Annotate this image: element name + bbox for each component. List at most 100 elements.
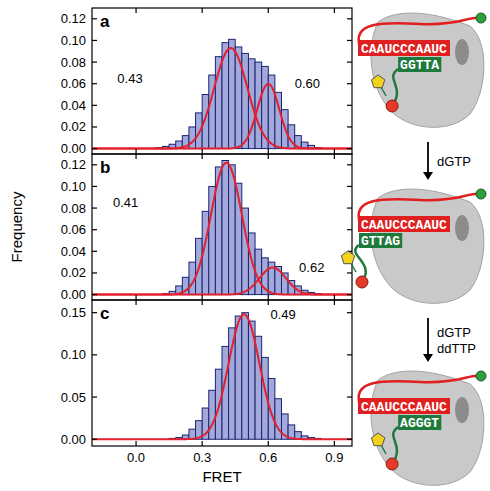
- x-tick: [135, 149, 136, 154]
- x-axis-title: FRET: [202, 468, 241, 485]
- plot-frame: [92, 8, 352, 154]
- label-tag: [371, 433, 384, 446]
- histogram-bar: [242, 313, 249, 440]
- x-tick: [334, 441, 335, 446]
- y-tick: [347, 439, 352, 440]
- template-sequence: CAAUCCCAAUC: [361, 42, 447, 57]
- x-tick: [268, 149, 269, 154]
- y-axis-title: Frequency: [8, 191, 25, 262]
- histogram-bar: [229, 165, 236, 295]
- y-tick: [92, 61, 97, 62]
- x-tick: [202, 154, 203, 159]
- y-tick: [347, 18, 352, 19]
- y-tick: [92, 207, 97, 208]
- donor-dye: [476, 189, 486, 199]
- template-box: [358, 216, 450, 232]
- x-tick: [135, 295, 136, 300]
- y-tick: [347, 126, 352, 127]
- reaction-step: dGTPddTTP: [423, 318, 476, 362]
- histogram-bar: [235, 316, 242, 439]
- template-box: [358, 40, 450, 56]
- reagent-label: ddTTP: [437, 341, 476, 356]
- panel-c: 0.000.050.100.150.00.30.60.9c0.49FRET: [61, 300, 352, 485]
- y-tick-label: 0.02: [61, 265, 86, 280]
- x-tick: [202, 8, 203, 13]
- x-tick: [268, 295, 269, 300]
- y-tick: [92, 294, 97, 295]
- diagram: CAAUCCCAAUCGGTTACAAUCCCAAUCGTTAGCAAUCCCA…: [341, 13, 486, 485]
- y-tick: [92, 396, 97, 397]
- y-tick: [347, 207, 352, 208]
- arrow-head: [423, 354, 433, 362]
- panel-letter: a: [100, 12, 110, 31]
- template-sequence: CAAUCCCAAUC: [361, 400, 447, 415]
- y-tick: [92, 148, 97, 149]
- peak-label: 0.60: [295, 76, 320, 91]
- arrow-shaft: [427, 142, 429, 173]
- acceptor-dye: [386, 100, 398, 112]
- x-tick-label: 0.0: [127, 450, 145, 465]
- y-tick: [92, 40, 97, 41]
- primer-box: [359, 233, 402, 248]
- histogram-bar: [189, 127, 196, 149]
- y-tick: [347, 272, 352, 273]
- x-tick: [334, 8, 335, 13]
- y-tick: [92, 251, 97, 252]
- label-tag: [341, 251, 354, 264]
- y-tick-label: 0.05: [61, 390, 86, 405]
- plot-frame: [92, 154, 352, 300]
- template-sequence: CAAUCCCAAUC: [361, 218, 447, 233]
- y-tick-label: 0.10: [61, 179, 86, 194]
- histogram-bar: [229, 39, 236, 148]
- primer-box: [398, 415, 441, 430]
- x-tick: [268, 154, 269, 159]
- y-tick-label: 0.08: [61, 55, 86, 70]
- x-tick: [202, 300, 203, 305]
- x-tick: [268, 8, 269, 13]
- y-tick: [92, 312, 97, 313]
- template-box: [358, 398, 450, 414]
- y-tick: [92, 83, 97, 84]
- x-tick: [268, 300, 269, 305]
- plot-area: [92, 160, 352, 294]
- acceptor-dye: [356, 276, 368, 288]
- plot-area: [92, 39, 352, 148]
- histogram-bar: [242, 53, 249, 148]
- x-tick: [334, 154, 335, 159]
- figure: 0.000.020.040.060.080.100.12a0.430.600.0…: [0, 0, 490, 491]
- y-tick: [92, 439, 97, 440]
- x-tick-label: 0.6: [259, 450, 277, 465]
- y-tick-label: 0.02: [61, 119, 86, 134]
- primer-sequence: GGTTA: [400, 58, 439, 73]
- y-tick: [347, 40, 352, 41]
- y-tick-label: 0.06: [61, 222, 86, 237]
- peak-label: 0.49: [270, 307, 295, 322]
- x-tick: [202, 295, 203, 300]
- y-tick: [347, 312, 352, 313]
- y-tick-label: 0.00: [61, 141, 86, 156]
- y-tick: [347, 229, 352, 230]
- ribosome-state: CAAUCCCAAUCGTTAG: [341, 189, 486, 303]
- peak-label: 0.62: [299, 260, 324, 275]
- x-tick-label: 0.3: [193, 450, 211, 465]
- donor-dye: [476, 13, 486, 23]
- ribosome: [371, 13, 484, 127]
- arrow-shaft: [427, 318, 429, 355]
- y-tick: [92, 126, 97, 127]
- y-tick-label: 0.15: [61, 305, 86, 320]
- x-tick: [202, 149, 203, 154]
- gaussian-fit: [92, 84, 352, 149]
- x-tick: [202, 441, 203, 446]
- peak-label: 0.43: [117, 71, 142, 86]
- y-tick: [347, 396, 352, 397]
- primer-sequence: GTTAG: [361, 234, 400, 249]
- y-tick: [347, 164, 352, 165]
- channel: [455, 215, 469, 241]
- ribosome-state: CAAUCCCAAUCAGGGT: [358, 371, 486, 485]
- channel: [455, 39, 469, 65]
- y-tick: [347, 294, 352, 295]
- x-tick: [135, 441, 136, 446]
- ribosome-state: CAAUCCCAAUCGGTTA: [358, 13, 486, 127]
- y-tick: [92, 18, 97, 19]
- y-tick: [92, 105, 97, 106]
